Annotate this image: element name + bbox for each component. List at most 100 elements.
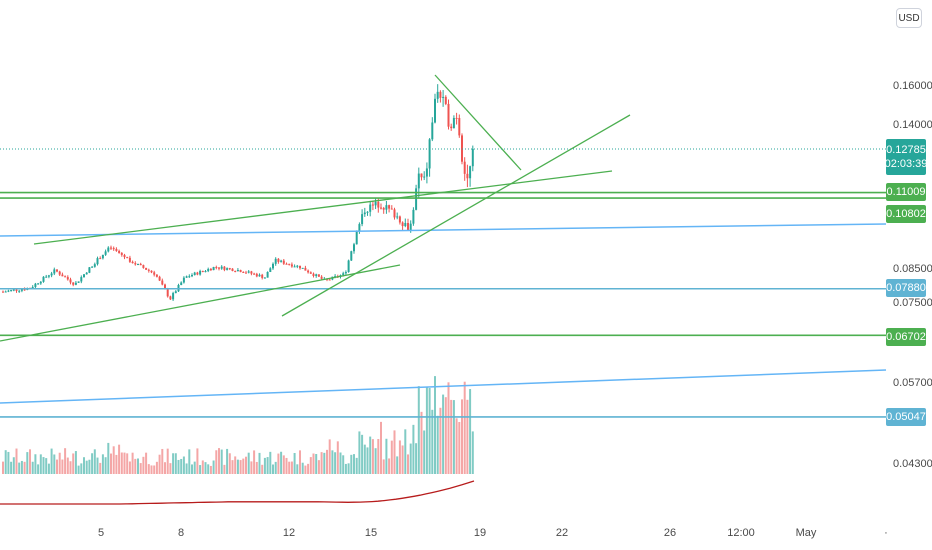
candle-up [172,293,175,300]
candle-up [185,276,188,278]
volume-bars [2,376,474,474]
candle-up [361,214,364,225]
volume-bar [150,465,153,474]
candle-up [188,276,191,278]
volume-bar [393,430,396,474]
candle-up [396,216,399,218]
volume-bar [91,453,94,474]
candle-up [96,258,99,265]
candle-up [428,139,431,169]
volume-bar [328,439,331,474]
volume-bar [218,448,220,474]
volume-bar [266,457,269,474]
volume-bar [428,387,431,474]
candle-up [385,205,388,210]
candle-down [380,207,382,209]
volume-bar [10,461,13,474]
candle-down [228,268,231,270]
candle-down [234,271,237,273]
volume-bar [326,449,328,474]
candle-down [123,254,126,258]
candle-up [412,209,415,224]
candle-up [45,276,48,278]
volume-bar [253,450,256,474]
volume-bar [115,454,118,474]
volume-bar [34,454,37,474]
candle-up [431,122,434,140]
volume-bar [390,440,393,474]
volume-bar [401,445,404,474]
candle-down [407,223,409,231]
candle-up [236,269,239,272]
candle-up [334,276,337,278]
volume-bar [374,448,377,474]
volume-bar [458,422,461,474]
volume-bar [258,452,261,474]
volume-bar [12,457,15,474]
candle-down [242,271,245,273]
volume-bar [269,451,272,474]
candle-down [158,276,161,281]
volume-bar [66,457,69,474]
volume-bar [61,459,64,474]
volume-bar [42,457,45,474]
candle-down [444,96,447,104]
volume-bar [317,460,320,474]
volume-bar [398,440,401,474]
level-tag-green: 0.06702 [886,328,926,346]
volume-bar [169,463,172,474]
candle-up [263,277,266,279]
volume-bar [296,464,299,474]
volume-bar [18,462,21,474]
volume-bar [339,452,342,474]
x-tick-label: 19 [474,527,486,539]
volume-bar [347,463,350,474]
candle-down [150,270,153,273]
candle-down [382,208,385,210]
volume-bar [412,424,415,474]
volume-bar [134,458,137,474]
candle-down [439,91,442,98]
candle-up [212,267,215,271]
candle-up [350,251,353,261]
candle-up [88,267,91,273]
candle-down [231,268,234,272]
volume-bar [207,464,210,474]
candle-up [374,201,377,206]
volume-bar [72,453,75,474]
candle-down [450,126,453,129]
volume-bar [204,462,207,474]
currency-button[interactable]: USD [896,8,922,28]
candle-down [371,204,374,206]
candle-down [277,258,280,262]
candle-up [80,277,83,282]
volume-bar [234,456,237,474]
volume-bar [31,461,34,474]
trend-line [0,223,887,237]
candle-down [253,273,256,275]
volume-bar [431,409,434,474]
volume-bar [131,452,134,474]
candle-up [7,290,10,292]
volume-bar [177,459,180,474]
volume-bar [155,461,158,474]
volume-bar [293,452,296,474]
volume-bar [215,450,218,474]
candle-down [218,267,220,269]
candle-up [50,273,53,276]
candle-down [393,209,396,218]
candle-up [39,281,42,284]
volume-bar [331,450,334,474]
candle-up [180,282,183,285]
volume-bar [93,449,96,474]
candle-down [155,274,158,277]
candle-down [455,117,458,119]
volume-bar [396,456,399,474]
volume-bar [312,453,315,474]
y-tick-label: 0.14000 [893,119,932,131]
candle-up [404,223,407,227]
volume-bar [350,454,353,474]
candle-down [201,270,204,272]
candle-up [272,263,274,269]
